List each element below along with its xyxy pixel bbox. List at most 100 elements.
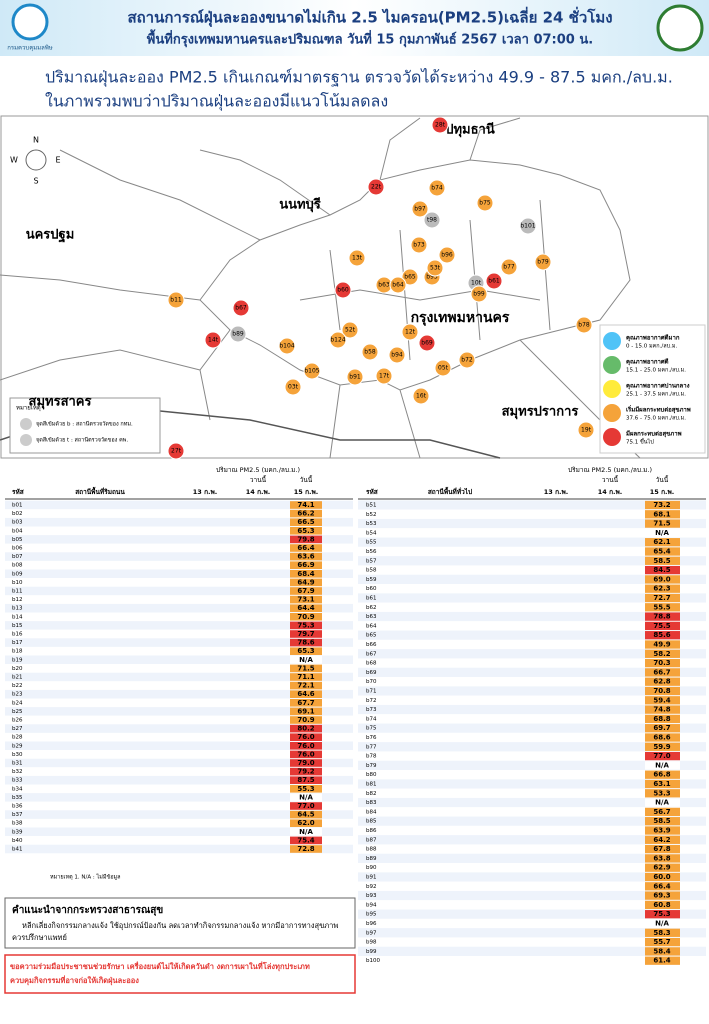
row-band xyxy=(358,742,706,752)
row-band xyxy=(358,956,706,966)
station-code: b100 xyxy=(366,958,380,964)
station-code: b01 xyxy=(12,503,23,509)
pm25-value: 64.9 xyxy=(297,578,314,586)
station-label: 17t xyxy=(379,373,390,380)
pm25-value: 73.2 xyxy=(653,501,670,509)
station-label: b69 xyxy=(421,340,433,347)
value-cell xyxy=(645,565,680,575)
row-band xyxy=(358,853,706,864)
pm25-value: N/A xyxy=(655,920,669,928)
pm25-value: 79.2 xyxy=(297,768,314,776)
pm25-value: 73.1 xyxy=(297,596,314,604)
legend-swatch xyxy=(603,356,621,374)
station-code: b80 xyxy=(366,772,377,778)
column-header: 13 ก.พ. xyxy=(544,488,568,496)
station-code: b87 xyxy=(366,837,377,843)
column-header: 14 ก.พ. xyxy=(598,488,622,496)
station-label: b89 xyxy=(232,331,244,338)
row-band xyxy=(5,775,353,785)
row-band xyxy=(358,528,706,538)
pm25-value: 74.8 xyxy=(653,706,670,714)
pm25-value: 70.9 xyxy=(297,613,314,621)
value-cell xyxy=(645,751,680,761)
station-label: 22t xyxy=(371,184,382,191)
row-band xyxy=(358,937,706,947)
station-marker xyxy=(458,351,476,369)
station-marker xyxy=(410,236,428,254)
value-cell xyxy=(645,686,680,696)
value-cell xyxy=(290,793,322,802)
station-label: 28t xyxy=(435,122,446,129)
row-band xyxy=(5,793,353,802)
station-code: b34 xyxy=(12,786,23,792)
row-band xyxy=(5,509,353,518)
row-band xyxy=(358,621,706,631)
pm25-value: 76.0 xyxy=(297,750,314,758)
province-label: กรุงเทพมหานคร xyxy=(411,310,510,326)
pm25-value: 66.9 xyxy=(297,561,314,569)
pm25-value: N/A xyxy=(299,656,313,664)
station-marker xyxy=(476,194,494,212)
pm25-value: 56.7 xyxy=(653,808,670,816)
column-header: 15 ก.พ. xyxy=(650,488,674,496)
pm25-value: 63.8 xyxy=(653,854,670,862)
province-label: นครปฐม xyxy=(26,228,75,244)
row-band xyxy=(358,797,706,808)
pm25-value: 79.7 xyxy=(297,630,314,638)
pm25-value: 65.3 xyxy=(297,647,314,655)
pm25-value: 72.1 xyxy=(297,682,314,690)
value-cell xyxy=(290,767,322,776)
value-cell xyxy=(290,716,322,724)
value-cell xyxy=(645,593,680,603)
station-label: b67 xyxy=(235,305,247,312)
station-label: b105 xyxy=(304,368,319,375)
pm25-value: 63.9 xyxy=(653,827,670,835)
station-code: b30 xyxy=(12,752,23,758)
row-band xyxy=(358,918,706,929)
row-band xyxy=(358,667,706,678)
row-band xyxy=(5,732,353,742)
station-code: b04 xyxy=(12,528,23,534)
pm25-value: 66.4 xyxy=(653,882,670,890)
row-band xyxy=(5,517,353,527)
pm25-value: 62.3 xyxy=(653,585,670,593)
value-cell xyxy=(290,647,322,655)
station-label: b78 xyxy=(578,322,590,329)
value-cell xyxy=(645,854,680,863)
pm25-value: 69.3 xyxy=(653,892,670,900)
value-cell xyxy=(290,630,322,638)
legend-range: 15.1 - 25.0 มคก./ลบ.ม. xyxy=(626,368,686,374)
pm25-value: 65.3 xyxy=(297,527,314,535)
value-cell xyxy=(645,724,680,733)
pm25-value: 62.9 xyxy=(653,864,670,872)
pm25-value: 76.0 xyxy=(297,742,314,750)
station-code: b12 xyxy=(12,597,23,603)
row-band xyxy=(358,677,706,687)
pm25-value: 72.8 xyxy=(297,845,314,853)
value-cell xyxy=(645,872,680,882)
pm25-value: 76.0 xyxy=(297,733,314,741)
station-marker xyxy=(470,285,488,303)
row-band xyxy=(5,552,353,561)
map xyxy=(0,115,709,459)
summary-line: ในภาพรวมพบว่าปริมาณฝุ่นละอองมีแนวโน้มลดล… xyxy=(45,92,388,112)
row-band xyxy=(358,946,706,957)
value-cell xyxy=(645,603,680,612)
row-band xyxy=(358,825,706,836)
station-label: b73 xyxy=(413,242,425,249)
station-code: b54 xyxy=(366,530,377,536)
pm25-value: 71.1 xyxy=(297,673,314,681)
value-cell xyxy=(290,587,322,595)
station-code: b85 xyxy=(366,819,377,825)
value-cell xyxy=(645,510,680,519)
legend-swatch xyxy=(603,404,621,422)
station-code: b19 xyxy=(12,657,23,663)
value-cell xyxy=(645,956,680,965)
row-band xyxy=(5,758,353,768)
agency-name: กรมควบคุมมลพิษ xyxy=(7,45,53,52)
station-label: b72 xyxy=(461,357,473,364)
station-code: b40 xyxy=(12,838,23,844)
row-band xyxy=(5,724,353,733)
note-marker xyxy=(20,418,32,430)
station-label: b64 xyxy=(392,282,404,289)
